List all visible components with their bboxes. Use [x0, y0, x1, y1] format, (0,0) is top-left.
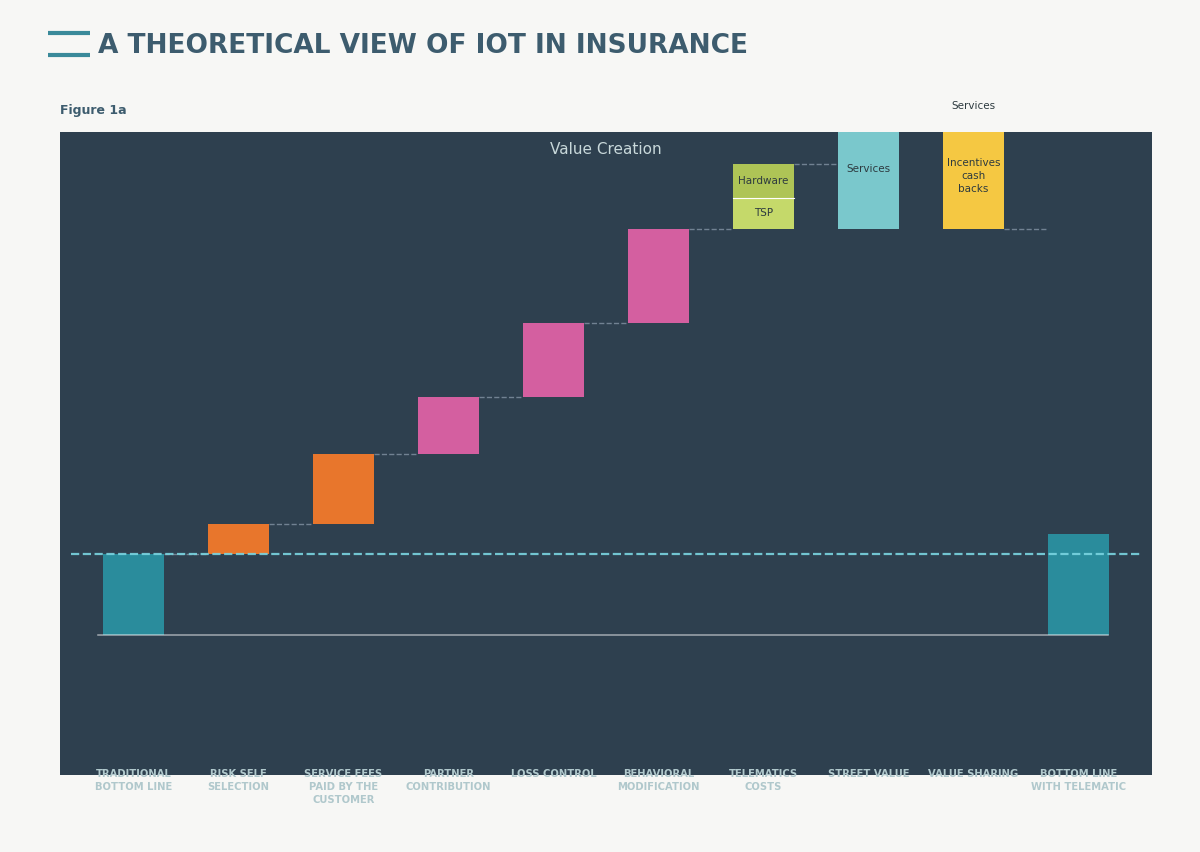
Text: BOTTOM LINE
WITH TELEMATIC: BOTTOM LINE WITH TELEMATIC — [1031, 769, 1126, 792]
Text: Figure 1a: Figure 1a — [60, 104, 127, 118]
Bar — [838, 72, 899, 228]
Text: TELEMATICS
COSTS: TELEMATICS COSTS — [728, 769, 798, 792]
Text: STREET VALUE: STREET VALUE — [828, 769, 910, 780]
Bar — [103, 554, 164, 635]
Bar — [1048, 534, 1109, 635]
Text: Value Creation: Value Creation — [550, 142, 662, 157]
Text: Incentives
cash
backs: Incentives cash backs — [947, 158, 1001, 194]
Bar — [313, 453, 374, 524]
Bar — [733, 199, 794, 228]
Bar — [418, 397, 479, 453]
Text: SERVICE FEES
PAID BY THE
CUSTOMER: SERVICE FEES PAID BY THE CUSTOMER — [305, 769, 383, 805]
Text: PARTNER
CONTRIBUTION: PARTNER CONTRIBUTION — [406, 769, 491, 792]
Bar — [208, 524, 269, 554]
Bar — [628, 228, 689, 323]
Text: TSP: TSP — [754, 209, 773, 218]
Text: BEHAVIORAL
MODIFICATION: BEHAVIORAL MODIFICATION — [617, 769, 700, 792]
Text: LOSS CONTROL: LOSS CONTROL — [511, 769, 596, 780]
Bar — [943, 88, 1004, 228]
Text: Services: Services — [952, 101, 996, 111]
Text: RISK SELF
SELECTION: RISK SELF SELECTION — [208, 769, 270, 792]
Bar — [523, 323, 584, 397]
Text: A THEORETICAL VIEW OF IOT IN INSURANCE: A THEORETICAL VIEW OF IOT IN INSURANCE — [97, 33, 748, 59]
Text: Hardware: Hardware — [738, 176, 788, 187]
Text: TRADITIONAL
BOTTOM LINE: TRADITIONAL BOTTOM LINE — [95, 769, 172, 792]
Text: VALUE SHARING: VALUE SHARING — [929, 769, 1019, 780]
Bar — [733, 164, 794, 199]
Text: Services: Services — [846, 164, 890, 174]
